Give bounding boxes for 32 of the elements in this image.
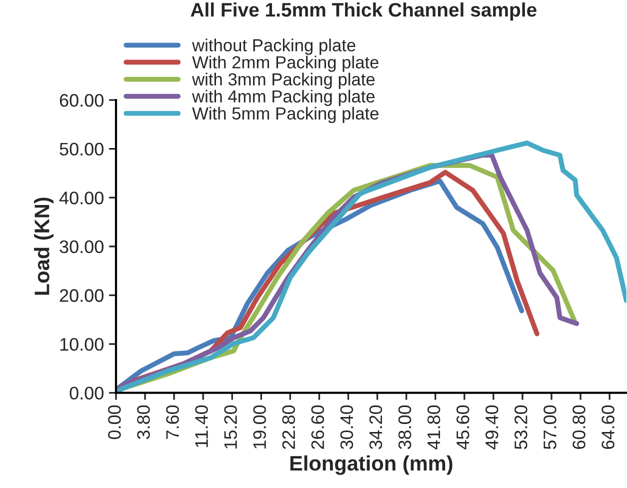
x-tick-label: 15.20 — [224, 405, 237, 448]
x-tick-label: 34.20 — [369, 405, 382, 450]
x-tick-label: 57.00 — [544, 405, 556, 450]
y-tick-label: 20.00 — [60, 289, 104, 302]
y-tick-label: 10.00 — [60, 338, 104, 351]
x-tick-label: 45.60 — [456, 405, 470, 450]
x-tick-label: 49.40 — [485, 405, 498, 450]
x-tick-label: 64.60 — [602, 405, 614, 449]
x-tick-label: 38.00 — [398, 405, 412, 450]
x-tick-label: 7.60 — [166, 405, 179, 439]
x-tick-label: 22.80 — [282, 405, 296, 449]
x-tick-label: 60.80 — [572, 405, 586, 449]
legend-label: With 2mm Packing plate — [192, 56, 378, 72]
x-tick-label: 53.20 — [514, 405, 528, 450]
x-tick-label: 41.80 — [427, 405, 440, 450]
y-tick-label: 40.00 — [59, 192, 104, 204]
y-tick-label: 60.00 — [60, 94, 104, 107]
x-tick-label: 3.80 — [137, 405, 150, 440]
chart-title: All Five 1.5mm Thick Channel sample — [190, 2, 536, 21]
legend-label: with 4mm Packing plate — [192, 90, 375, 106]
y-tick-label: 0.00 — [70, 386, 104, 400]
y-axis-title: Load (KN) — [34, 198, 54, 295]
legend-label: with 3mm Packing plate — [192, 72, 375, 89]
x-tick-label: 26.60 — [311, 405, 324, 449]
x-tick-label: 30.40 — [340, 405, 354, 450]
y-tick-label: 50.00 — [60, 142, 104, 156]
x-tick-label: 11.40 — [195, 405, 208, 448]
x-tick-label: 19.00 — [253, 405, 266, 448]
y-tick-label: 30.00 — [60, 240, 104, 254]
legend-label: without Packing plate — [192, 38, 356, 55]
legend-label: With 5mm Packing plate — [192, 106, 378, 124]
x-axis-title: Elongation (mm) — [290, 455, 452, 475]
